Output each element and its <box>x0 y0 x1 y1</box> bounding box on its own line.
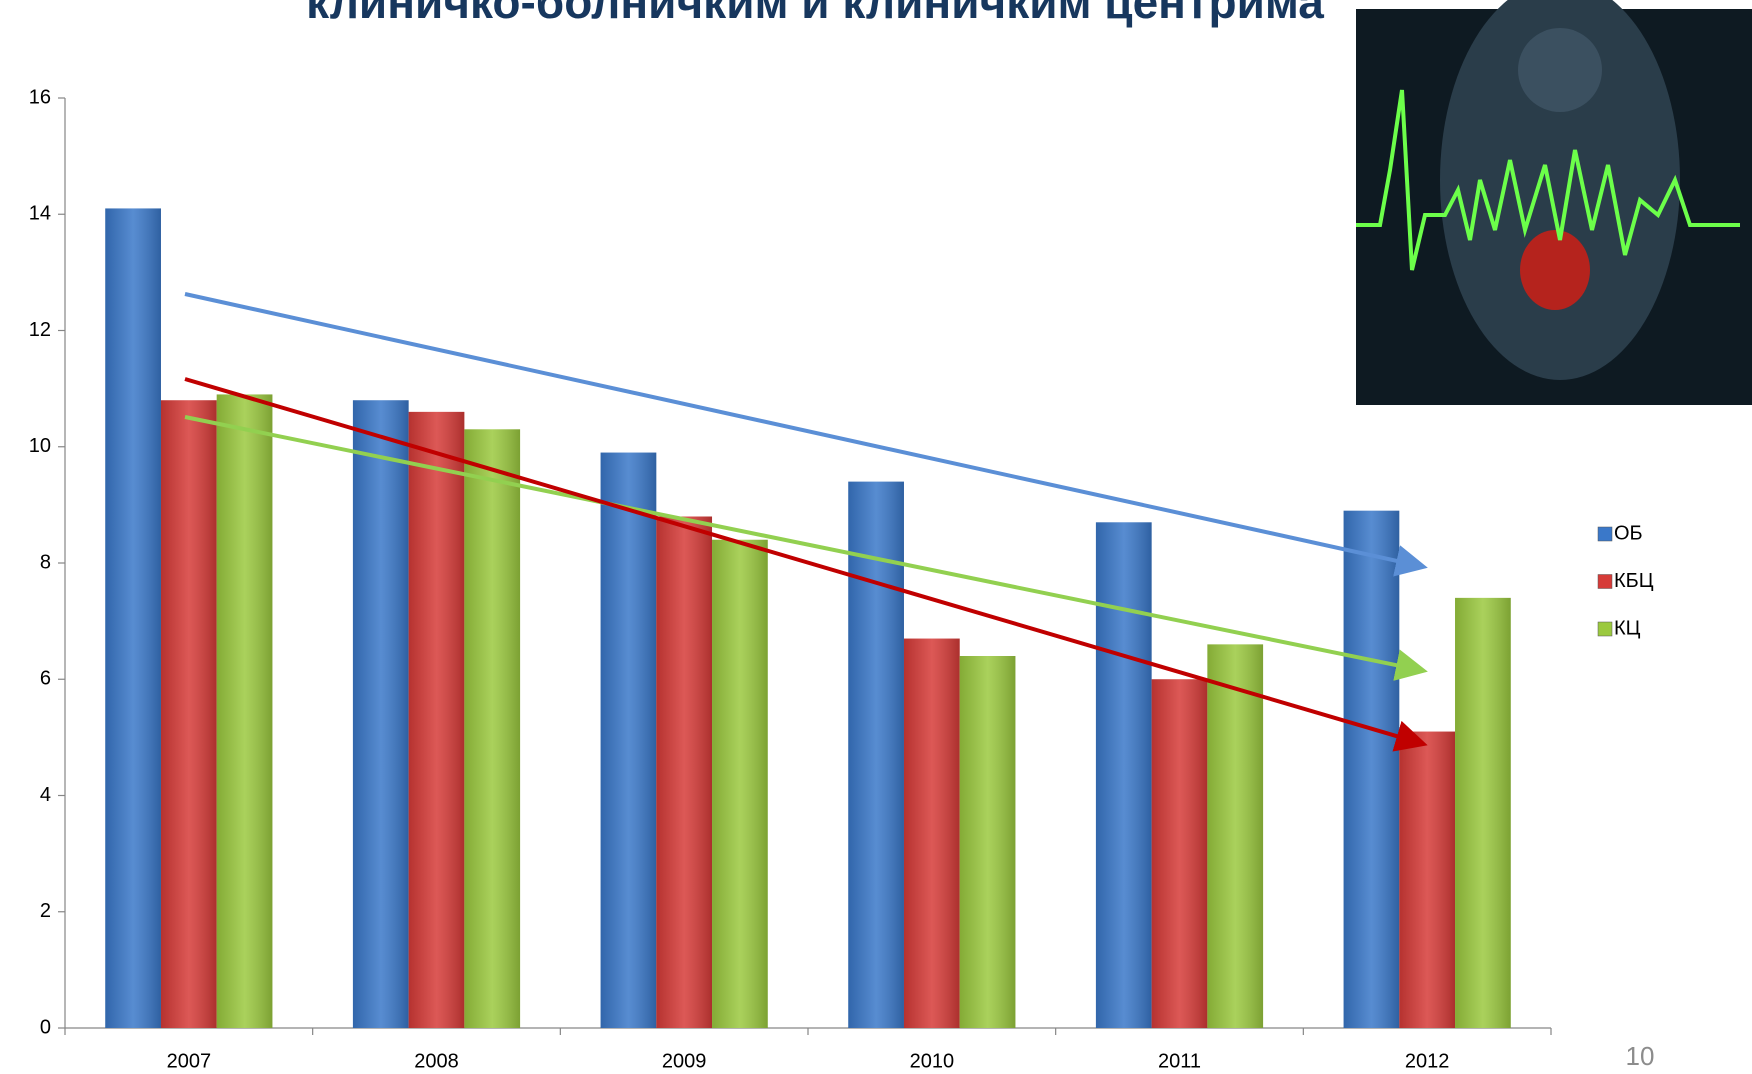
bar-shade <box>1151 679 1208 1028</box>
x-tick-label: 2011 <box>1158 1050 1201 1072</box>
illustration <box>1356 0 1752 405</box>
y-tick-label: 8 <box>40 551 51 573</box>
y-tick-label: 2 <box>40 900 51 922</box>
bar-shade <box>1343 510 1400 1028</box>
pulse-line <box>1356 89 1740 271</box>
bar-shade <box>408 411 465 1028</box>
body-silhouette <box>1440 0 1680 380</box>
bar-shade <box>848 481 904 1028</box>
x-tick-label: 2012 <box>1405 1050 1450 1072</box>
bar-shade <box>352 400 409 1028</box>
legend-swatch <box>1597 574 1613 589</box>
bar-shade <box>600 452 657 1028</box>
trend-arrow <box>184 292 1428 577</box>
y-tick-label: 16 <box>29 86 51 108</box>
x-tick-label: 2008 <box>414 1050 459 1072</box>
bar-shade <box>903 638 960 1028</box>
y-tick-label: 4 <box>40 784 51 806</box>
head <box>1518 28 1602 112</box>
y-tick-label: 6 <box>40 668 51 690</box>
bar-shade <box>216 394 273 1028</box>
bar-shade <box>656 516 713 1028</box>
heart <box>1520 230 1590 310</box>
legend-label: ОБ <box>1614 522 1643 544</box>
bar-shade <box>1399 731 1456 1028</box>
bar-shade <box>464 429 521 1028</box>
bar-shade <box>959 656 1016 1028</box>
bar-shade <box>1455 597 1511 1028</box>
trend-arrow <box>184 415 1428 681</box>
x-tick-label: 2010 <box>910 1050 955 1072</box>
x-tick-label: 2009 <box>662 1050 707 1072</box>
plot: 0 2 4 6 8 10 12 14 16 2007 2008 2009 2010 2011 2012 <box>29 86 1552 1072</box>
chart-title: клиничко-болничким и клиничким центрима <box>306 0 1324 28</box>
legend-label: КЦ <box>1614 617 1641 639</box>
page-number: 10 <box>1626 1041 1655 1071</box>
trend-arrows <box>184 292 1428 752</box>
legend-swatch <box>1597 621 1613 637</box>
legend-label: КБЦ <box>1614 570 1654 592</box>
y-tick-label: 12 <box>29 319 51 341</box>
trend-arrow <box>184 377 1428 752</box>
y-tick-label: 0 <box>40 1016 51 1038</box>
bar-shade <box>160 400 217 1028</box>
x-tick-label: 2007 <box>167 1050 212 1072</box>
bar-shade <box>105 208 161 1028</box>
y-tick-label: 14 <box>29 203 51 225</box>
y-tick-label: 10 <box>29 435 51 457</box>
bar-shade <box>712 539 768 1028</box>
bar-shade <box>1095 522 1152 1028</box>
bar-shade <box>1207 644 1264 1028</box>
legend-swatch <box>1597 526 1613 542</box>
